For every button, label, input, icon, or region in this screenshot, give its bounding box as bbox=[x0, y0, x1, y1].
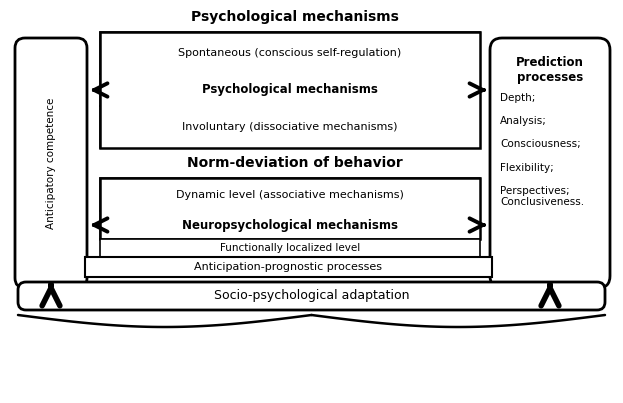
Text: Anticipation-prognostic processes: Anticipation-prognostic processes bbox=[194, 262, 383, 272]
Text: Spontaneous (conscious self-regulation): Spontaneous (conscious self-regulation) bbox=[178, 48, 402, 58]
Text: Psychological mechanisms: Psychological mechanisms bbox=[202, 83, 378, 96]
Text: Prediction
processes: Prediction processes bbox=[516, 56, 584, 84]
Text: Depth;

Analysis;

Consciousness;

Flexibility;

Perspectives;
Conclusiveness.: Depth; Analysis; Consciousness; Flexibil… bbox=[500, 93, 584, 208]
FancyBboxPatch shape bbox=[490, 38, 610, 288]
Bar bbox=[100, 74, 480, 106]
Bar bbox=[100, 239, 480, 257]
Bar bbox=[100, 178, 480, 239]
Bar bbox=[100, 32, 480, 148]
Bar bbox=[100, 178, 480, 211]
FancyBboxPatch shape bbox=[15, 38, 87, 288]
Text: Socio-psychological adaptation: Socio-psychological adaptation bbox=[214, 289, 409, 303]
Bar bbox=[100, 211, 480, 239]
Bar bbox=[85, 257, 492, 277]
Text: Norm-deviation of behavior: Norm-deviation of behavior bbox=[187, 156, 403, 170]
Text: Involuntary (dissociative mechanisms): Involuntary (dissociative mechanisms) bbox=[183, 122, 397, 132]
FancyBboxPatch shape bbox=[18, 282, 605, 310]
Bar bbox=[100, 106, 480, 148]
Bar bbox=[100, 32, 480, 74]
Text: Psychological mechanisms: Psychological mechanisms bbox=[191, 10, 399, 24]
Text: Anticipatory competence: Anticipatory competence bbox=[46, 97, 56, 229]
Text: Neuropsychological mechanisms: Neuropsychological mechanisms bbox=[182, 218, 398, 231]
Text: Functionally localized level: Functionally localized level bbox=[220, 243, 360, 253]
Text: Dynamic level (associative mechanisms): Dynamic level (associative mechanisms) bbox=[176, 189, 404, 199]
